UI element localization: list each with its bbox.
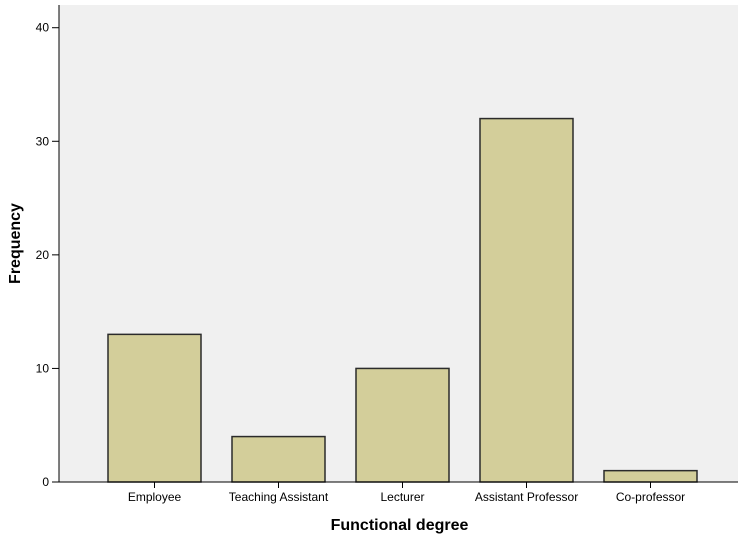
bar-co-professor [603, 469, 698, 483]
x-tick-label: Co-professor [616, 490, 685, 504]
bars-group [107, 117, 698, 483]
bar-teaching-assistant [231, 435, 326, 483]
y-tick-label: 40 [36, 21, 50, 35]
x-tick-label: Assistant Professor [475, 490, 578, 504]
x-tick-label: Teaching Assistant [229, 490, 329, 504]
bar-employee [107, 333, 202, 483]
x-tick-label: Lecturer [380, 490, 424, 504]
bar-lecturer [355, 367, 450, 483]
y-tick-label: 0 [42, 475, 49, 489]
bar-assistant-professor [479, 117, 574, 483]
y-tick-label: 10 [36, 361, 50, 375]
y-axis: 0 10 20 30 40 [36, 5, 60, 489]
x-axis-title: Functional degree [331, 517, 469, 534]
x-axis: Employee Teaching Assistant Lecturer Assist… [59, 481, 738, 504]
x-tick-label: Employee [128, 490, 182, 504]
y-tick-label: 30 [36, 134, 50, 148]
y-tick-label: 20 [36, 248, 50, 262]
y-axis-title: Frequency [7, 203, 24, 284]
